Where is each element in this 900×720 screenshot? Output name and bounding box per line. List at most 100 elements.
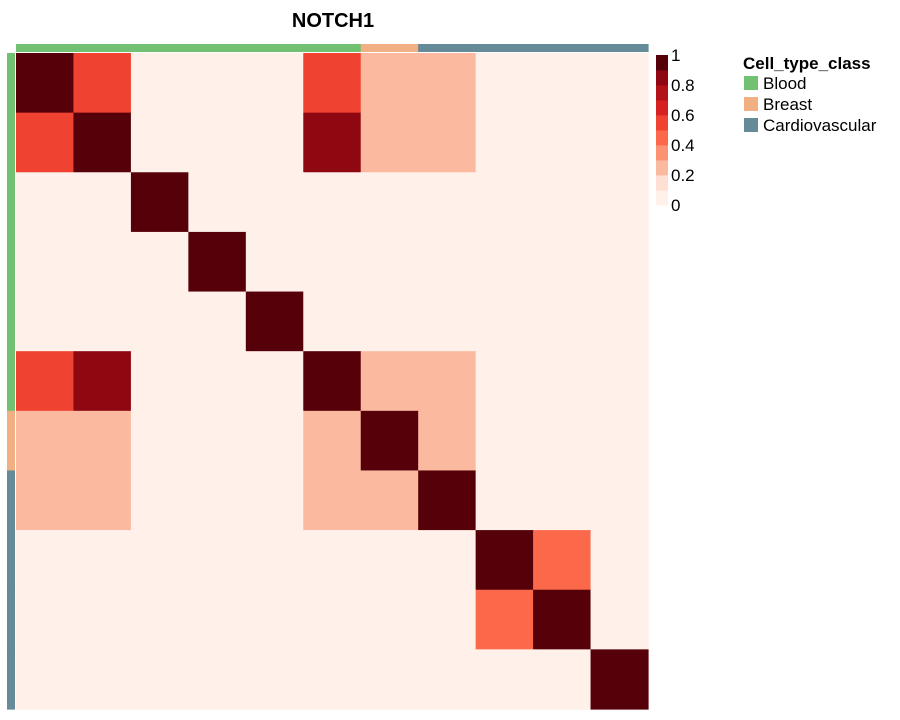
- colorbar-bin-9: [656, 70, 668, 86]
- column-annotation-10: [533, 44, 592, 52]
- heatmap-cell-r7-c4: [188, 410, 247, 472]
- heatmap-cell-r2-c4: [188, 112, 247, 173]
- colorbar-bin-10: [656, 55, 668, 71]
- heatmap-cell-r3-c8: [418, 172, 477, 233]
- heatmap-cell-r3-c1: [16, 172, 75, 233]
- heatmap-cell-r10-c11: [590, 589, 649, 650]
- row-annotation-1: [7, 53, 15, 114]
- colorbar: [656, 55, 668, 206]
- colorbar-bin-1: [656, 190, 668, 206]
- heatmap-cell-r11-c9: [475, 649, 534, 710]
- heatmap-cell-r8-c11: [590, 470, 649, 531]
- heatmap-cell-r10-c6: [303, 589, 362, 650]
- heatmap-cell-r7-c6: [303, 410, 362, 472]
- heatmap-cell-r10-c8: [418, 589, 477, 650]
- column-annotation-7: [360, 44, 419, 52]
- column-annotation-9: [475, 44, 534, 52]
- heatmap-cell-r9-c8: [418, 530, 477, 591]
- heatmap-cell-r6-c10: [533, 351, 592, 412]
- heatmap-cell-r3-c4: [188, 172, 247, 233]
- heatmap-cell-r3-c2: [73, 172, 132, 233]
- heatmap-cell-r5-c1: [16, 291, 75, 352]
- heatmap-cell-r1-c9: [475, 53, 534, 114]
- legend-swatch-breast: [744, 97, 758, 111]
- heatmap-cell-r4-c9: [475, 231, 534, 293]
- heatmap-cell-r6-c5: [245, 351, 304, 412]
- heatmap-cell-r7-c10: [533, 410, 592, 472]
- heatmap-cell-r8-c8: [418, 470, 477, 531]
- heatmap-cell-r6-c8: [418, 351, 477, 412]
- heatmap-cell-r1-c7: [360, 53, 419, 114]
- heatmap-cell-r1-c10: [533, 53, 592, 114]
- colorbar-bin-4: [656, 145, 668, 161]
- heatmap-cell-r9-c9: [475, 530, 534, 591]
- row-annotation-5: [7, 291, 15, 352]
- heatmap-cell-r9-c3: [130, 530, 189, 591]
- heatmap-cell-r5-c5: [245, 291, 304, 352]
- column-annotation-2: [73, 44, 132, 52]
- heatmap-cell-r1-c4: [188, 53, 247, 114]
- heatmap-cell-r5-c6: [303, 291, 362, 352]
- heatmap-cell-r10-c2: [73, 589, 132, 650]
- row-annotation-11: [7, 649, 15, 710]
- column-annotation-4: [188, 44, 247, 52]
- heatmap-cell-r4-c1: [16, 231, 75, 293]
- heatmap-cell-r7-c9: [475, 410, 534, 472]
- heatmap-cell-r11-c4: [188, 649, 247, 710]
- heatmap-cell-r2-c9: [475, 112, 534, 173]
- heatmap-cell-r6-c1: [16, 351, 75, 412]
- colorbar-tick-label: 0.2: [671, 166, 695, 185]
- heatmap-cell-r7-c2: [73, 410, 132, 472]
- heatmap-cell-r2-c6: [303, 112, 362, 173]
- heatmap-cell-r6-c11: [590, 351, 649, 412]
- heatmap-cell-r4-c4: [188, 231, 247, 293]
- heatmap-cell-r8-c4: [188, 470, 247, 531]
- heatmap-cell-r3-c7: [360, 172, 419, 233]
- heatmap-cell-r6-c3: [130, 351, 189, 412]
- row-annotation-8: [7, 470, 15, 531]
- heatmap-cell-r10-c3: [130, 589, 189, 650]
- heatmap-cell-r1-c3: [130, 53, 189, 114]
- heatmap-cell-r6-c2: [73, 351, 132, 412]
- column-annotation-6: [303, 44, 362, 52]
- colorbar-bin-2: [656, 175, 668, 191]
- heatmap-cell-r10-c9: [475, 589, 534, 650]
- heatmap-cell-r6-c9: [475, 351, 534, 412]
- heatmap-cell-r8-c3: [130, 470, 189, 531]
- heatmap-cell-r8-c2: [73, 470, 132, 531]
- heatmap-cell-r1-c11: [590, 53, 649, 114]
- heatmap-cell-r7-c11: [590, 410, 649, 472]
- column-annotation-1: [16, 44, 75, 52]
- heatmap-cell-r3-c5: [245, 172, 304, 233]
- heatmap-cell-r7-c3: [130, 410, 189, 472]
- colorbar-tick-label: 0.4: [671, 136, 695, 155]
- heatmap-cell-r10-c5: [245, 589, 304, 650]
- heatmap-cell-r11-c7: [360, 649, 419, 710]
- heatmap-cell-r11-c1: [16, 649, 75, 710]
- chart-title: NOTCH1: [292, 10, 374, 32]
- legend-label-cardiovascular: Cardiovascular: [763, 116, 877, 135]
- heatmap-cell-r3-c3: [130, 172, 189, 233]
- row-annotation-3: [7, 172, 15, 233]
- row-annotation-bar: [7, 53, 15, 710]
- heatmap-cell-r10-c4: [188, 589, 247, 650]
- colorbar-bin-7: [656, 100, 668, 116]
- heatmap-cell-r3-c10: [533, 172, 592, 233]
- heatmap-cell-r1-c6: [303, 53, 362, 114]
- colorbar-bin-6: [656, 115, 668, 131]
- colorbar-tick-label: 1: [671, 46, 680, 65]
- heatmap-cell-r4-c10: [533, 231, 592, 293]
- column-annotation-11: [590, 44, 649, 52]
- heatmap-cell-r5-c11: [590, 291, 649, 352]
- legend-label-breast: Breast: [763, 95, 812, 114]
- legend-title: Cell_type_class: [743, 54, 871, 73]
- heatmap-cell-r5-c4: [188, 291, 247, 352]
- heatmap-cell-r9-c6: [303, 530, 362, 591]
- colorbar-bin-5: [656, 130, 668, 146]
- heatmap-cell-r8-c7: [360, 470, 419, 531]
- colorbar-bin-8: [656, 85, 668, 101]
- heatmap-cell-r2-c5: [245, 112, 304, 173]
- legend-swatch-cardiovascular: [744, 118, 758, 132]
- heatmap-cell-r6-c4: [188, 351, 247, 412]
